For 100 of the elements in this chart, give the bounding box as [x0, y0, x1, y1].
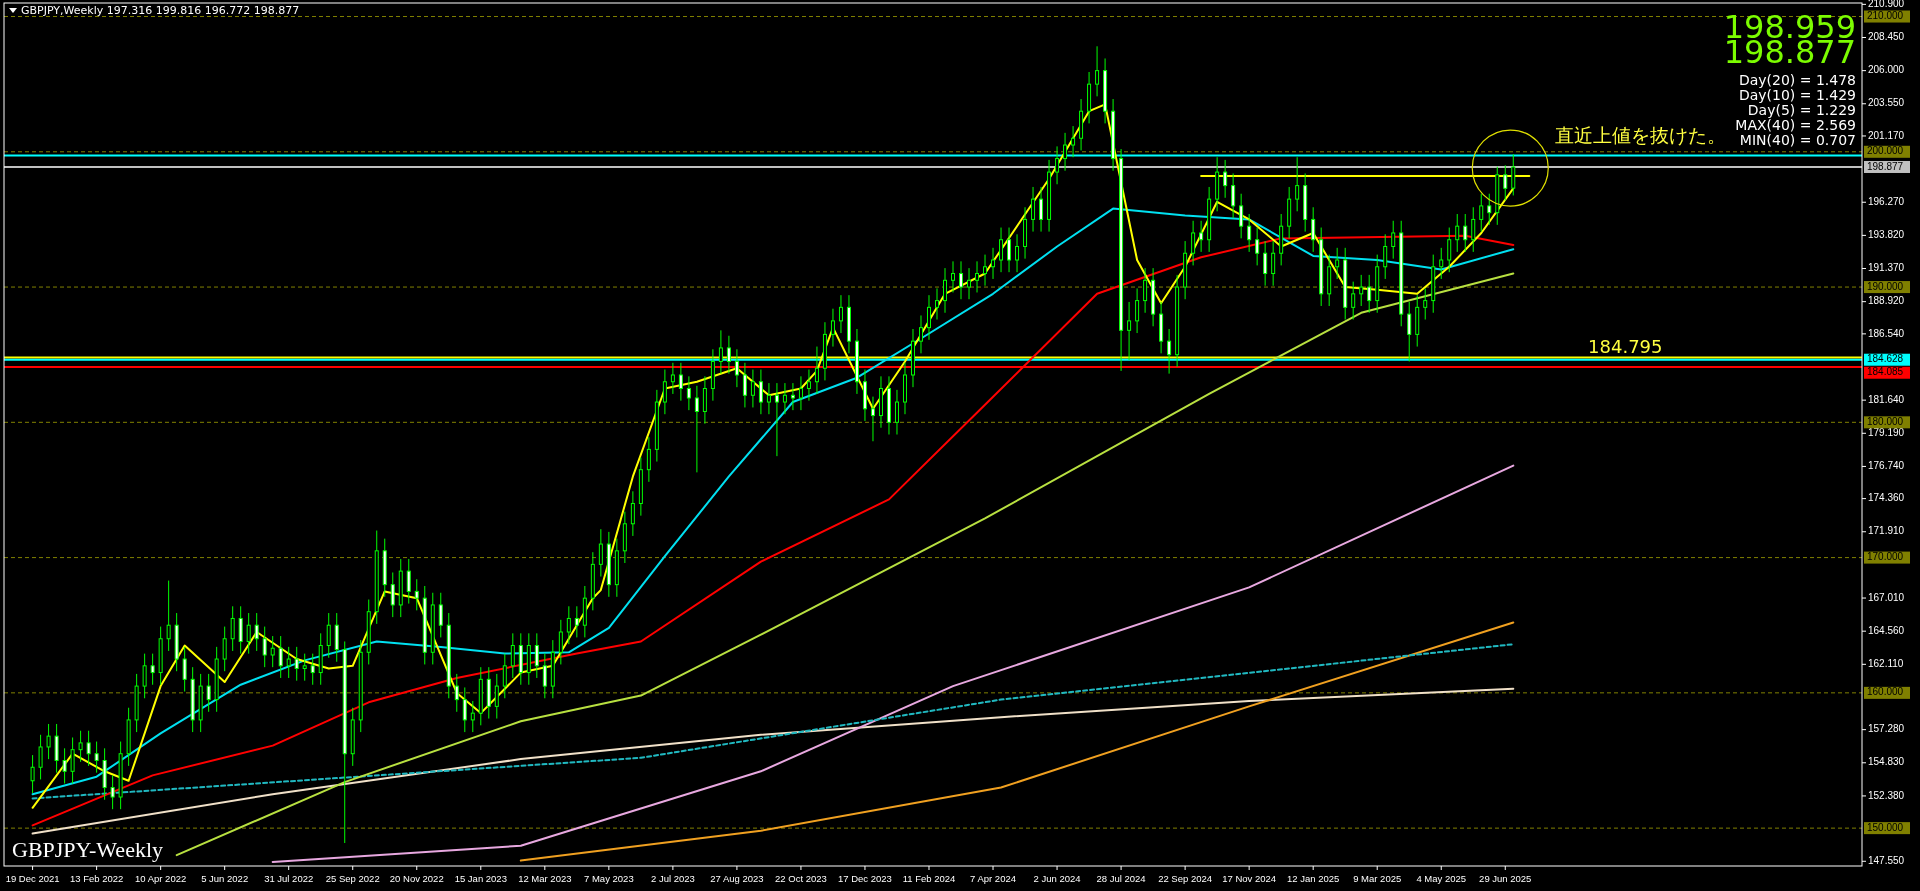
y-tick-label: 188.920	[1868, 295, 1905, 307]
candlestick	[502, 653, 507, 699]
candlestick	[390, 571, 395, 618]
y-tick-label: 152.380	[1868, 789, 1905, 801]
candlestick	[1415, 294, 1420, 348]
candlestick	[854, 328, 859, 395]
candlestick	[1207, 186, 1212, 253]
candlestick	[1407, 301, 1412, 362]
candlestick	[270, 635, 275, 668]
candlestick	[478, 666, 483, 726]
ref-line-label: 184.085	[1867, 366, 1904, 378]
candlestick	[991, 247, 996, 280]
candlestick	[78, 730, 83, 763]
candlestick	[462, 686, 467, 733]
candlestick	[294, 646, 299, 682]
candlestick	[878, 375, 883, 429]
candlestick	[1423, 287, 1428, 321]
y-tick-label: 210.900	[1868, 0, 1905, 9]
candlestick	[1095, 45, 1100, 97]
y-tick-label: 174.360	[1868, 492, 1905, 504]
candlestick	[1015, 233, 1020, 273]
candlestick	[126, 707, 131, 767]
candlestick	[943, 267, 948, 314]
y-tick-label: 154.830	[1868, 756, 1905, 768]
candlestick	[1135, 287, 1140, 334]
candlestick	[870, 396, 875, 442]
chart-title: GBPJPY,Weekly 197.316 199.816 196.772 198.877	[21, 4, 300, 17]
annotation: Day(5) = 1.229	[1747, 102, 1856, 118]
x-tick-label: 15 Jan 2023	[454, 873, 507, 884]
ref-line-label: 210.000	[1867, 10, 1904, 22]
candlestick	[830, 308, 835, 348]
candlestick	[734, 348, 739, 388]
candlestick	[398, 558, 403, 618]
candlestick	[1295, 156, 1300, 212]
candlestick	[710, 348, 715, 402]
candlestick	[86, 730, 91, 767]
candlestick	[1055, 145, 1060, 185]
candlestick	[262, 626, 267, 668]
candlestick	[758, 369, 763, 415]
candlestick	[558, 619, 563, 665]
candlestick	[814, 346, 819, 395]
candlestick	[846, 294, 851, 354]
x-tick-label: 13 Feb 2022	[69, 873, 124, 884]
x-tick-label: 11 Feb 2024	[902, 873, 956, 884]
candlestick	[1503, 164, 1508, 201]
candlestick	[278, 635, 283, 679]
candlestick	[1383, 233, 1388, 280]
candlestick	[1223, 159, 1228, 199]
candlestick	[975, 260, 980, 293]
line-series	[175, 272, 1515, 857]
candlestick	[1463, 213, 1468, 253]
y-tick-label: 147.550	[1868, 854, 1905, 866]
x-tick-label: 25 Sep 2022	[325, 873, 380, 884]
x-tick-label: 22 Sep 2024	[1158, 873, 1213, 884]
candlestick	[1311, 206, 1316, 253]
candlestick	[1471, 206, 1476, 253]
candlestick	[310, 653, 315, 686]
candlestick	[790, 382, 795, 411]
x-tick-label: 17 Dec 2023	[838, 873, 892, 884]
candlestick	[935, 287, 939, 321]
candlestick	[742, 362, 747, 408]
candlestick	[910, 328, 915, 388]
candlestick	[622, 511, 627, 564]
ref-line-label: 160.000	[1867, 686, 1904, 698]
annotation: MIN(40) = 0.707	[1739, 132, 1856, 148]
candlestick	[1375, 254, 1380, 314]
candlestick	[534, 632, 539, 679]
y-tick-label: 208.450	[1868, 31, 1905, 43]
y-tick-label: 196.270	[1868, 195, 1905, 207]
candlestick	[862, 369, 867, 422]
candlestick	[1215, 156, 1220, 212]
candlestick	[678, 362, 683, 402]
candlestick	[630, 490, 635, 537]
candlestick	[1031, 186, 1036, 233]
candlestick	[1231, 172, 1236, 219]
y-tick-label: 157.280	[1868, 723, 1905, 735]
candlestick	[606, 531, 611, 598]
candlestick	[574, 605, 579, 638]
x-tick-label: 7 Apr 2024	[970, 873, 1017, 884]
annotation: 直近上値を抜けた。	[1555, 124, 1727, 147]
x-tick-label: 28 Jul 2024	[1096, 873, 1146, 884]
x-tick-label: 31 Jul 2022	[264, 873, 314, 884]
candlestick	[374, 530, 379, 625]
candlestick	[430, 592, 435, 665]
candlestick	[518, 632, 523, 686]
candlestick	[1087, 71, 1092, 124]
candlestick	[670, 362, 675, 395]
candlestick	[959, 260, 964, 300]
candlestick	[166, 580, 171, 652]
x-tick-label: 2 Jun 2024	[1033, 873, 1081, 884]
candlestick	[38, 734, 43, 780]
x-tick-label: 12 Mar 2023	[518, 873, 572, 884]
candlestick	[1287, 186, 1292, 239]
y-tick-label: 179.190	[1868, 426, 1905, 438]
candlestick	[1455, 213, 1460, 253]
candlestick	[182, 646, 187, 693]
x-tick-label: 17 Nov 2024	[1222, 873, 1277, 884]
candlestick	[614, 538, 619, 598]
x-tick-label: 20 Nov 2022	[389, 873, 444, 884]
ref-line-label: 150.000	[1867, 821, 1904, 833]
